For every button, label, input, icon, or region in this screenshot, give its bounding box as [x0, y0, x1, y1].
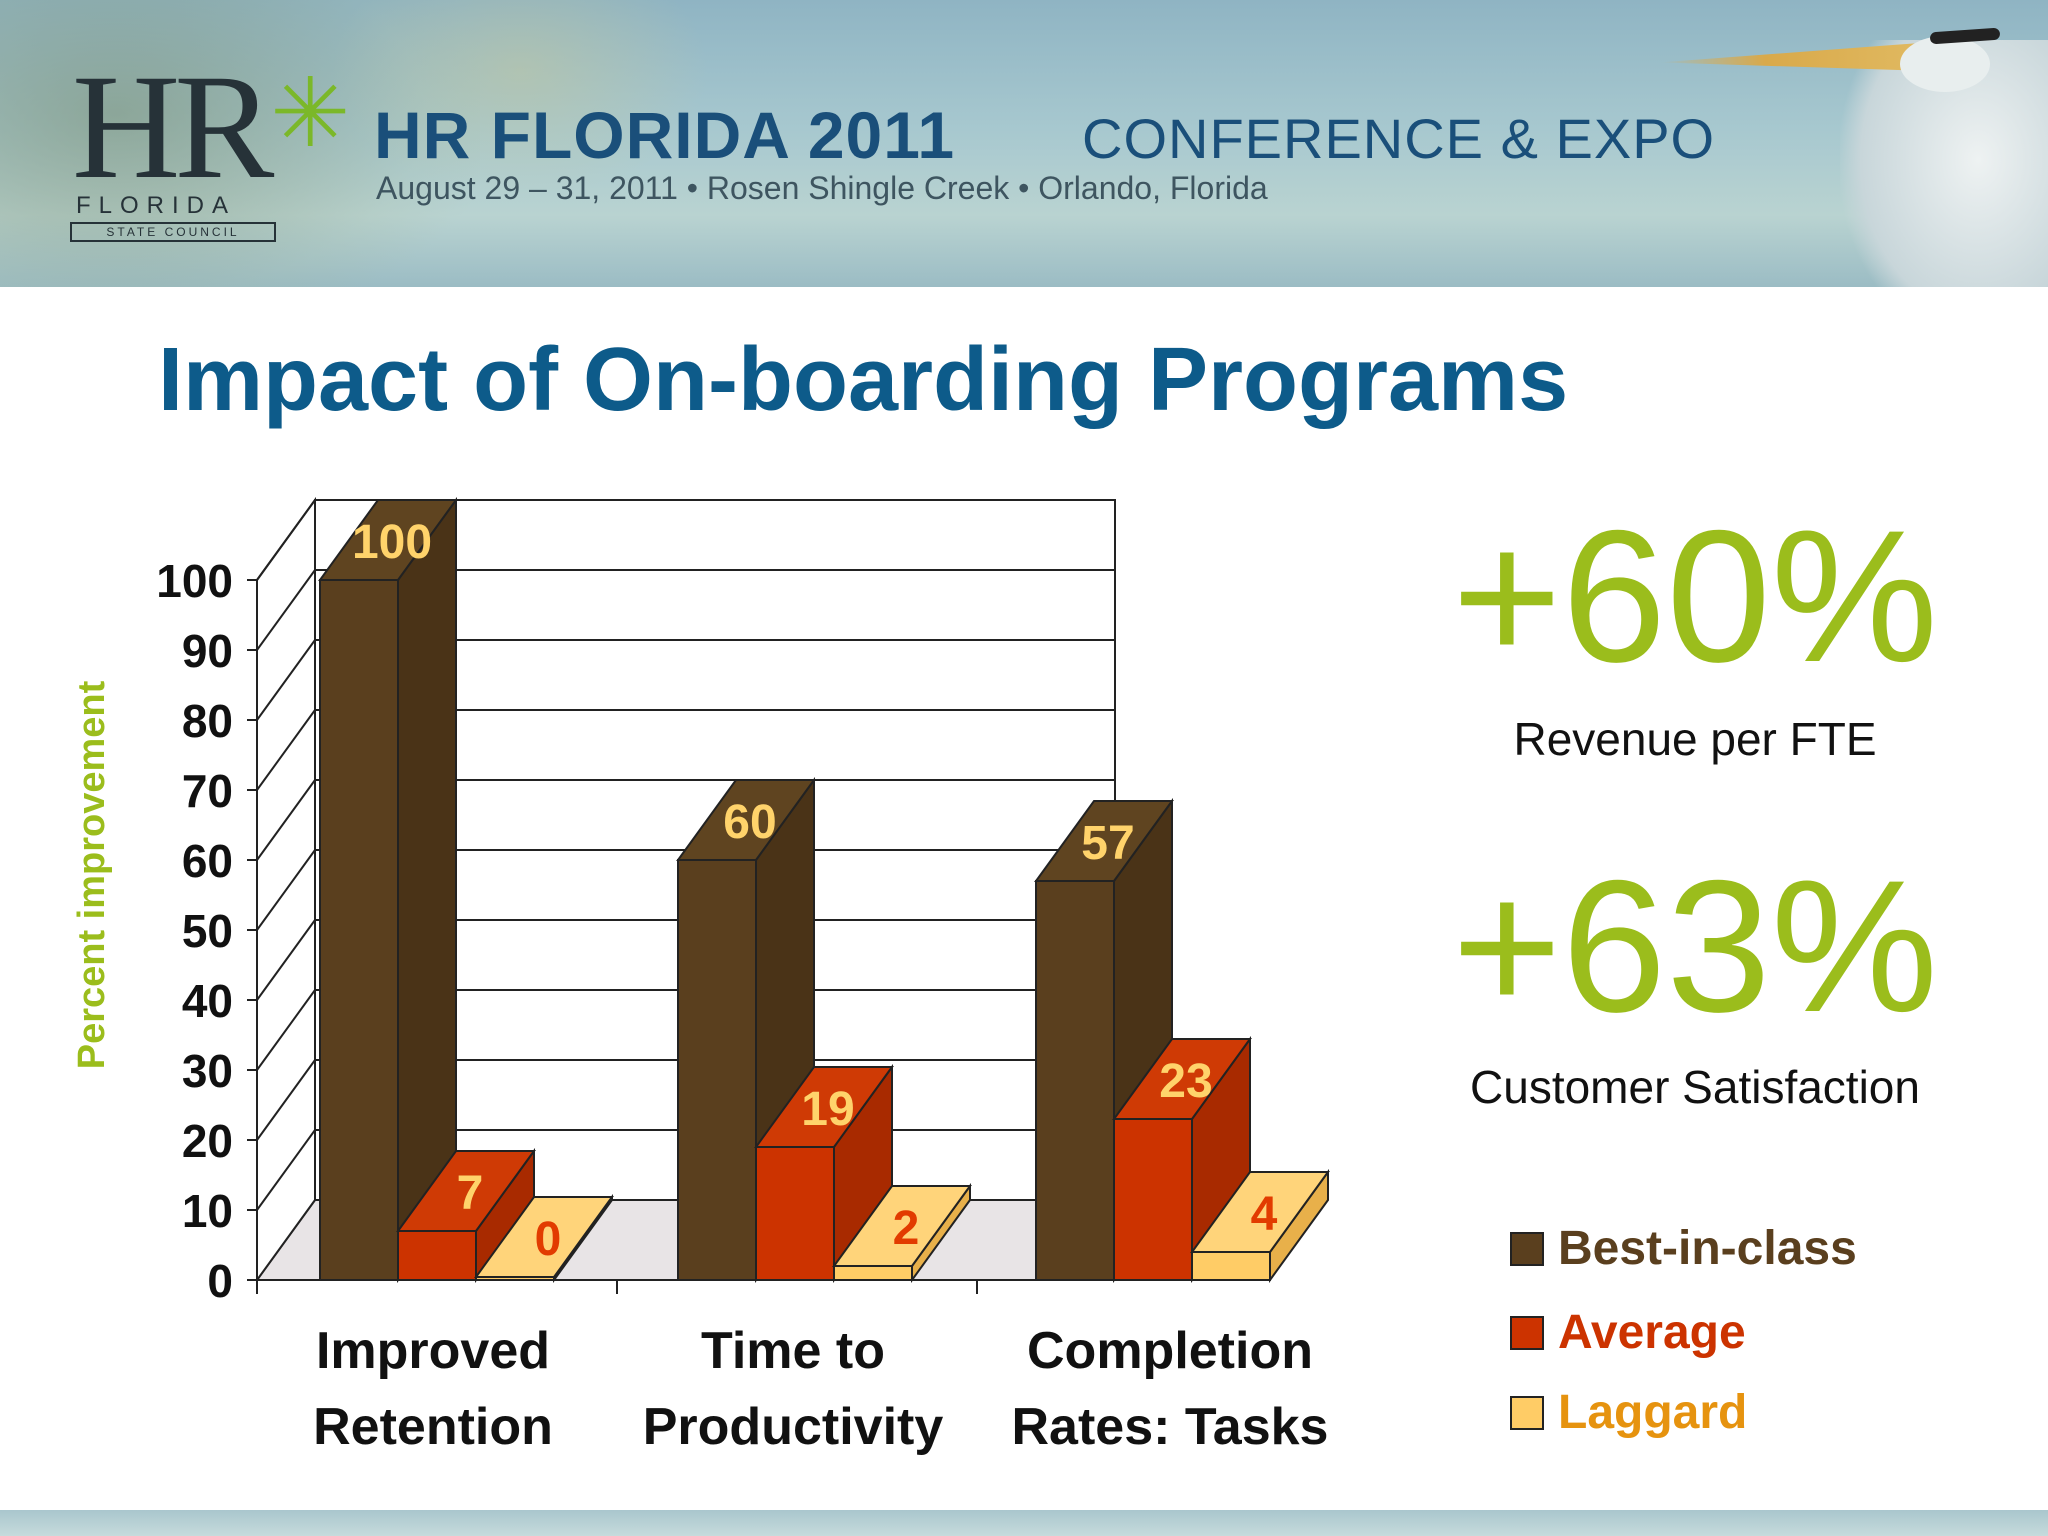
conference-banner: HR ✳ FLORIDA STATE COUNCIL HR FLORIDA 20… [0, 0, 2048, 287]
hr-logo-letters: HR [72, 44, 274, 210]
x-tick-label: Productivity [643, 1398, 944, 1456]
y-tick-label: 80 [182, 695, 233, 747]
y-tick-label: 30 [182, 1045, 233, 1097]
legend-item-laggard: Laggard [1510, 1388, 1747, 1438]
bar-value-label: 0 [535, 1213, 562, 1266]
legend-swatch-laggard [1510, 1396, 1544, 1430]
bar [1191, 1251, 1271, 1281]
gridline-side [256, 499, 316, 581]
y-tick-label: 70 [182, 765, 233, 817]
x-tick-label: Retention [313, 1398, 553, 1456]
bar-value-label: 2 [893, 1202, 920, 1255]
gridline-side [256, 1129, 316, 1211]
bar [397, 1230, 477, 1281]
y-tick-label: 0 [207, 1255, 233, 1307]
logo-florida-text: FLORIDA [76, 192, 237, 219]
legend-swatch-average [1510, 1316, 1544, 1350]
bar-value-label: 60 [723, 796, 776, 849]
palm-tree-icon: ✳ [270, 60, 351, 167]
bar [475, 1276, 555, 1281]
gridline-side [256, 779, 316, 861]
stat-revenue-value: +60% [1451, 491, 1939, 701]
conference-details: August 29 – 31, 2011 • Rosen Shingle Cre… [376, 170, 1268, 206]
bar [677, 859, 757, 1281]
y-tick-label: 40 [182, 975, 233, 1027]
bar-value-label: 7 [457, 1167, 484, 1220]
legend-label-best: Best-in-class [1558, 1222, 1857, 1275]
x-tick-label: Time to [701, 1322, 885, 1380]
legend-label-average: Average [1558, 1306, 1746, 1359]
bar-value-label: 23 [1159, 1055, 1212, 1108]
gridline-side [256, 569, 316, 651]
logo-council-text: STATE COUNCIL [70, 222, 276, 242]
conference-title: HR FLORIDA 2011 [374, 98, 956, 172]
stat-revenue-label: Revenue per FTE [1513, 713, 1877, 765]
legend-item-average: Average [1510, 1308, 1746, 1358]
bar-value-label: 100 [352, 516, 432, 569]
bar-value-label: 19 [801, 1083, 854, 1136]
y-tick-label: 100 [156, 555, 233, 607]
y-tick-label: 20 [182, 1115, 233, 1167]
y-axis-title: Percent improvement [71, 680, 113, 1069]
gridline-side [256, 989, 316, 1071]
gridline-side [256, 709, 316, 791]
conference-subtitle: CONFERENCE & EXPO [1082, 107, 1716, 170]
stat-satisfaction-label: Customer Satisfaction [1470, 1061, 1920, 1113]
y-tick-label: 60 [182, 835, 233, 887]
x-tick-label: Improved [316, 1322, 550, 1380]
y-tick-label: 10 [182, 1185, 233, 1237]
slide-title: Impact of On-boarding Programs [158, 330, 1569, 430]
palm-background [0, 0, 480, 287]
gridline-side [256, 919, 316, 1001]
gridline-side [256, 639, 316, 721]
stat-satisfaction-value: +63% [1451, 841, 1939, 1051]
bar [319, 579, 399, 1281]
x-tick-label: Rates: Tasks [1012, 1398, 1329, 1456]
legend-swatch-best [1510, 1232, 1544, 1266]
palm-background-highlight [330, 0, 710, 200]
legend-item-best-in-class: Best-in-class [1510, 1224, 1857, 1274]
x-tick-label: Completion [1027, 1322, 1313, 1380]
gridline-side [256, 1059, 316, 1141]
bar [1035, 880, 1115, 1281]
bar-value-label: 4 [1251, 1188, 1278, 1241]
bar [1113, 1118, 1193, 1281]
bottom-banner [0, 1510, 2048, 1536]
bar [755, 1146, 835, 1281]
y-tick-label: 90 [182, 625, 233, 677]
heron-head [1900, 36, 1990, 92]
y-tick-label: 50 [182, 905, 233, 957]
gridline-side [256, 849, 316, 931]
bar [833, 1265, 913, 1281]
bar-value-label: 57 [1081, 817, 1134, 870]
legend-label-laggard: Laggard [1558, 1386, 1748, 1439]
